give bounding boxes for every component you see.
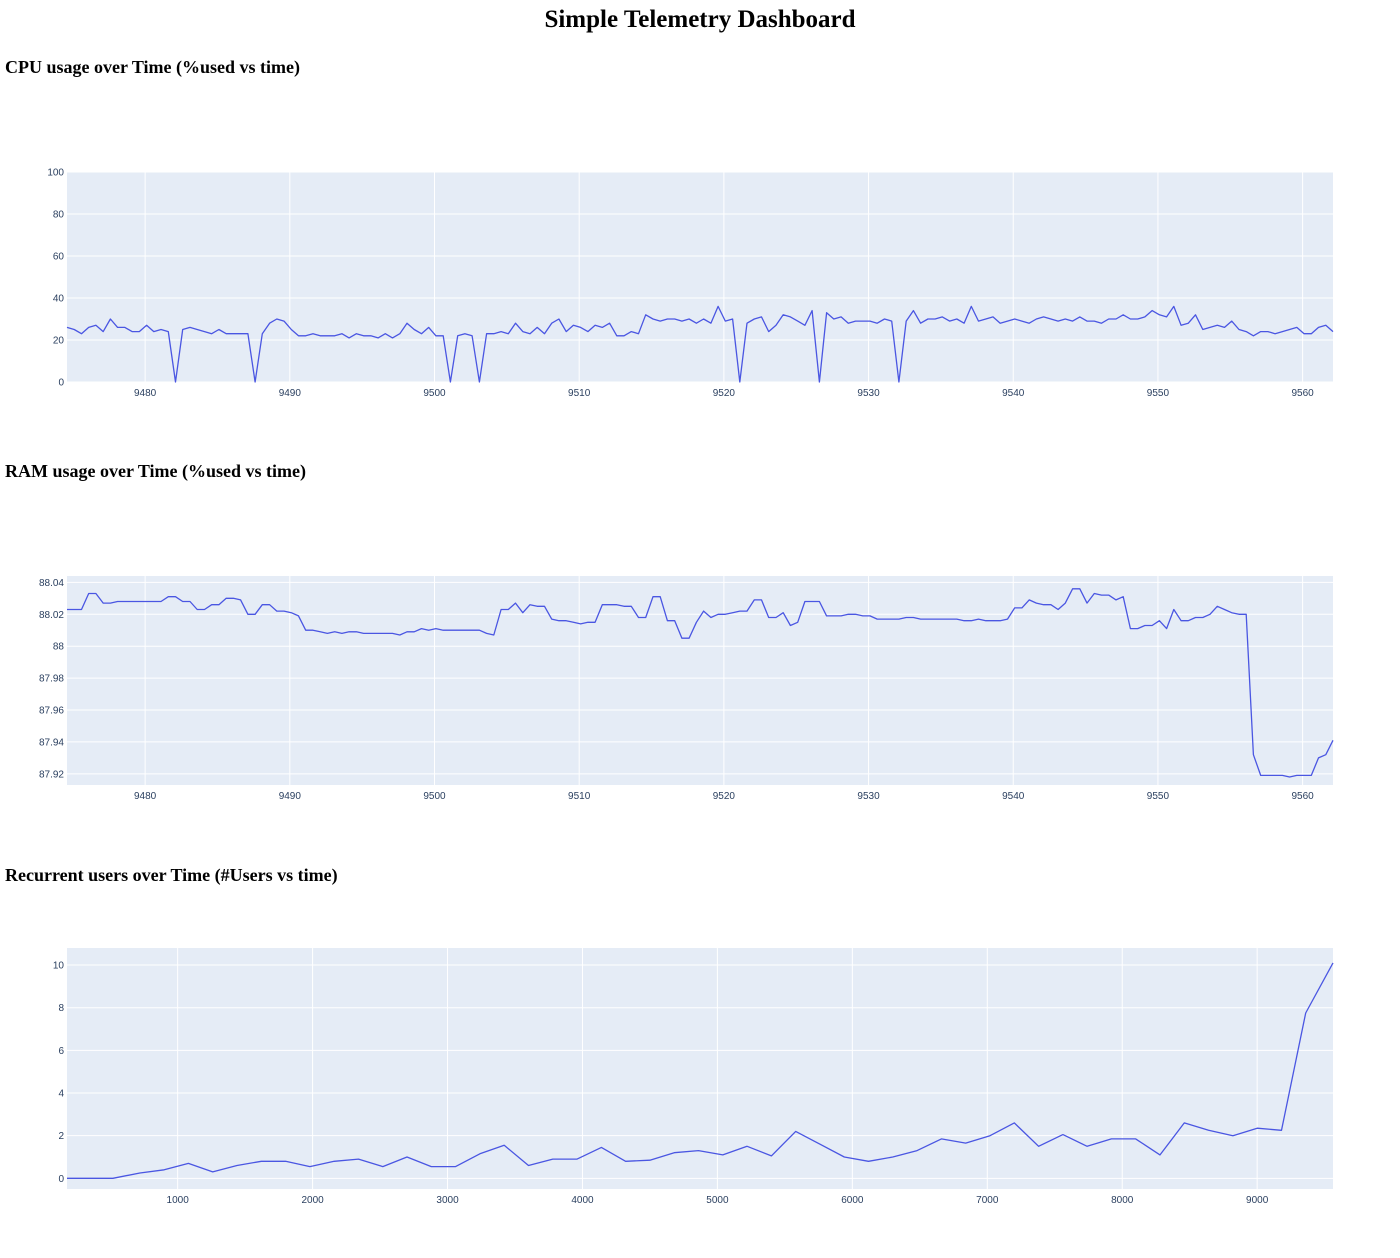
y-tick-label: 87.92	[39, 769, 64, 780]
x-tick-label: 1000	[167, 1195, 190, 1206]
x-tick-label: 9520	[713, 791, 736, 802]
y-tick-label: 87.98	[39, 674, 64, 685]
y-tick-label: 100	[47, 168, 64, 179]
y-tick-label: 87.96	[39, 706, 64, 717]
y-tick-label: 88	[53, 642, 65, 653]
x-tick-label: 9520	[713, 388, 736, 399]
x-tick-label: 9560	[1291, 791, 1314, 802]
y-tick-label: 88.02	[39, 610, 64, 621]
x-tick-label: 9540	[1002, 388, 1025, 399]
y-tick-label: 20	[53, 336, 65, 347]
x-tick-label: 9000	[1246, 1195, 1269, 1206]
x-tick-label: 5000	[706, 1195, 729, 1206]
x-tick-label: 9490	[279, 791, 302, 802]
x-tick-label: 9500	[423, 388, 446, 399]
x-tick-label: 6000	[841, 1195, 864, 1206]
x-tick-label: 9530	[857, 791, 880, 802]
recurrent-users-chart[interactable]: 1000 2000 3000 4000 5000 6000 7000 8000 9000 0 2 4 6…	[0, 939, 1400, 1206]
cpu-chart-title: CPU usage over Time (%used vs time)	[5, 57, 300, 77]
x-tick-label: 4000	[571, 1195, 594, 1206]
x-tick-label: 8000	[1111, 1195, 1134, 1206]
y-tick-label: 87.94	[39, 737, 64, 748]
users-chart-title: Recurrent users over Time (#Users vs tim…	[5, 865, 338, 885]
plot-area	[67, 172, 1333, 382]
y-tick-label: 80	[53, 210, 65, 221]
plot-area	[67, 948, 1333, 1189]
x-tick-label: 3000	[436, 1195, 459, 1206]
x-tick-label: 9510	[568, 388, 591, 399]
x-tick-label: 9510	[568, 791, 591, 802]
y-tick-label: 88.04	[39, 578, 64, 589]
x-tick-label: 9490	[279, 388, 302, 399]
y-tick-label: 40	[53, 294, 65, 305]
cpu-series-line	[66, 305, 1334, 383]
y-tick-label: 8	[58, 1003, 64, 1014]
x-tick-label: 7000	[976, 1195, 999, 1206]
page-title: Simple Telemetry Dashboard	[544, 6, 856, 33]
cpu-usage-chart[interactable]: 9480 9490 9500 9510 9520 9530 9540 9550 9560 0 20 4…	[0, 162, 1400, 399]
y-tick-label: 6	[58, 1046, 64, 1057]
ram-chart-title: RAM usage over Time (%used vs time)	[5, 461, 306, 481]
y-tick-label: 4	[58, 1089, 64, 1100]
x-tick-label: 9550	[1147, 388, 1170, 399]
ram-series-line	[67, 588, 1334, 778]
x-tick-label: 9480	[134, 791, 157, 802]
x-tick-label: 9530	[857, 388, 880, 399]
plot-area	[67, 576, 1333, 785]
x-tick-label: 9500	[423, 791, 446, 802]
x-tick-label: 9560	[1291, 388, 1314, 399]
y-tick-label: 2	[58, 1131, 64, 1142]
x-tick-label: 9540	[1002, 791, 1025, 802]
ram-usage-chart[interactable]: 9480 9490 9500 9510 9520 9530 9540 9550 9560 87.9…	[0, 567, 1400, 802]
y-tick-label: 60	[53, 252, 65, 263]
y-tick-label: 10	[53, 961, 65, 972]
y-tick-label: 0	[58, 378, 64, 389]
x-tick-label: 2000	[301, 1195, 324, 1206]
y-tick-label: 0	[58, 1174, 64, 1185]
users-series-line	[67, 962, 1334, 1179]
x-tick-label: 9550	[1147, 791, 1170, 802]
x-tick-label: 9480	[134, 388, 157, 399]
